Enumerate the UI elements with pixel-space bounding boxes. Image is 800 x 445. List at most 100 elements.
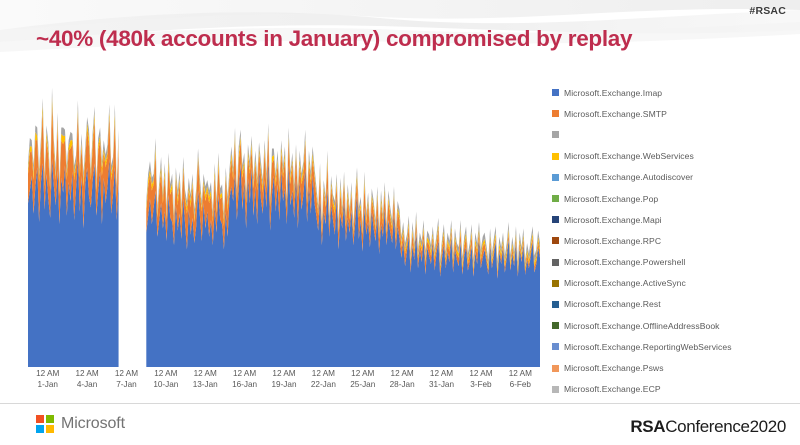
page-title: ~40% (480k accounts in January) compromi… [36,26,633,51]
x-axis-tick-date: 28-Jan [389,380,415,389]
x-axis-tick-date: 13-Jan [192,380,218,389]
microsoft-logo: Microsoft [36,415,125,433]
x-axis-tick-date: 16-Jan [232,380,258,389]
x-axis-tick-time: 12 AM [36,369,60,378]
rsac-hashtag: #RSAC [749,5,786,17]
rsa-logo-bold-text: RSA [630,417,666,436]
legend-item[interactable]: Microsoft.Exchange.Psws [552,357,796,378]
x-axis-tick-time: 12 AM [508,369,532,378]
chart-x-axis: 12 AM 1-Jan 12 AM 4-Jan 12 AM 7-Jan 12 AM 10-Ja… [28,368,540,398]
legend-item-label: Microsoft.Exchange.Psws [564,363,664,374]
legend-item[interactable] [552,124,796,145]
x-axis-tick-time: 12 AM [233,369,257,378]
legend-item-label: Microsoft.Exchange.ReportingWebServices [564,341,732,352]
chart-series-area [28,104,119,229]
chart-series-area [146,133,540,279]
legend-item[interactable]: Microsoft.Exchange.Autodiscover [552,167,796,188]
x-axis-tick-time: 12 AM [75,369,99,378]
legend-item-label: Microsoft.Exchange.Powershell [564,257,686,268]
legend-item[interactable]: Microsoft.Exchange.Powershell [552,252,796,273]
legend-item[interactable]: Microsoft.Exchange.ECP [552,379,796,400]
x-axis-tick-date: 7-Jan [116,380,137,389]
legend-item-label: Microsoft.Exchange.RPC [564,235,662,246]
x-axis-tick: 12 AM 22-Jan [300,368,346,390]
chart-series-area [28,87,119,193]
ms-square-yellow [46,425,54,433]
x-axis-tick-time: 12 AM [390,369,414,378]
legend-item-label: Microsoft.Exchange.Pop [564,193,659,204]
legend-color-swatch-icon [552,300,559,308]
x-axis-tick-time: 12 AM [311,369,335,378]
legend-color-swatch-icon [552,237,559,245]
x-axis-tick: 12 AM 4-Jan [64,368,110,390]
legend-color-swatch-icon [552,385,559,393]
legend-item-label: Microsoft.Exchange.Mapi [564,214,662,225]
legend-item-label: Microsoft.Exchange.Rest [564,299,661,310]
legend-item[interactable]: Microsoft.Exchange.SMTP [552,103,796,124]
legend-color-swatch-icon [552,258,559,266]
ms-square-red [36,415,44,423]
chart-series-area [28,159,119,367]
rsa-conference-logo: RSAConference2020 [630,417,786,437]
microsoft-logo-squares-icon [36,415,54,433]
x-axis-tick-date: 4-Jan [76,380,98,389]
footer-divider [0,403,800,404]
legend-item[interactable]: Microsoft.Exchange.Rest [552,294,796,315]
x-axis-tick: 12 AM 3-Feb [458,368,504,390]
legend-color-swatch-icon [552,216,559,224]
x-axis-tick: 12 AM 16-Jan [222,368,268,390]
legend-item[interactable]: Microsoft.Exchange.Pop [552,188,796,209]
legend-item-label: Microsoft.Exchange.Imap [564,87,663,98]
legend-color-swatch-icon [552,322,559,330]
legend-color-swatch-icon [552,131,559,139]
rsa-logo-rest-text: Conference2020 [665,417,786,436]
legend-color-swatch-icon [552,110,559,118]
x-axis-tick: 12 AM 28-Jan [379,368,425,390]
legend-color-swatch-icon [552,364,559,372]
x-axis-tick: 12 AM 19-Jan [261,368,307,390]
legend-item-label: Microsoft.Exchange.ActiveSync [564,278,686,289]
legend-item[interactable]: Microsoft.Exchange.Imap [552,82,796,103]
x-axis-tick: 12 AM 1-Jan [25,368,71,390]
legend-item-label: Microsoft.Exchange.WebServices [564,151,694,162]
chart-series-area [28,95,119,197]
legend-item[interactable]: Microsoft.Exchange.ActiveSync [552,273,796,294]
x-axis-tick-time: 12 AM [114,369,139,378]
x-axis-tick-date: 22-Jan [310,380,336,389]
legend-color-swatch-icon [552,343,559,351]
chart-series-area [146,161,540,367]
chart-legend: Microsoft.Exchange.Imap Microsoft.Exchang… [552,82,796,394]
legend-item[interactable]: Microsoft.Exchange.Mapi [552,209,796,230]
legend-color-swatch-icon [552,89,559,97]
x-axis-tick-date: 6-Feb [509,380,531,389]
x-axis-tick-date: 25-Jan [350,380,376,389]
x-axis-tick-time: 12 AM [272,369,296,378]
x-axis-tick: 12 AM 10-Jan [143,368,189,390]
legend-item[interactable]: Microsoft.Exchange.ReportingWebServices [552,336,796,357]
x-axis-tick: 12 AM 7-Jan [103,368,149,390]
x-axis-tick: 12 AM 6-Feb [497,368,543,390]
stacked-area-chart [28,82,540,367]
x-axis-tick-date: 10-Jan [153,380,179,389]
legend-color-swatch-icon [552,195,559,203]
legend-color-swatch-icon [552,152,559,160]
x-axis-tick-time: 12 AM [154,369,178,378]
x-axis-tick-time: 12 AM [469,369,493,378]
chart-plot-canvas [28,87,540,367]
x-axis-tick: 12 AM 31-Jan [419,368,465,390]
legend-item-label: Microsoft.Exchange.ECP [564,384,661,395]
microsoft-wordmark: Microsoft [61,415,125,432]
legend-item[interactable]: Microsoft.Exchange.WebServices [552,146,796,167]
x-axis-tick-date: 3-Feb [470,380,492,389]
legend-item[interactable]: Microsoft.Exchange.RPC [552,230,796,251]
ms-square-blue [36,425,44,433]
x-axis-tick-time: 12 AM [429,369,454,378]
x-axis-tick-date: 31-Jan [429,380,455,389]
x-axis-tick: 12 AM 25-Jan [340,368,386,390]
x-axis-tick: 12 AM 13-Jan [182,368,228,390]
x-axis-tick-date: 1-Jan [37,380,58,389]
legend-item[interactable]: Microsoft.Exchange.OfflineAddressBook [552,315,796,336]
legend-item-label: Microsoft.Exchange.OfflineAddressBook [564,320,720,331]
legend-color-swatch-icon [552,279,559,287]
slide-footer: Microsoft RSAConference2020 [0,404,800,445]
